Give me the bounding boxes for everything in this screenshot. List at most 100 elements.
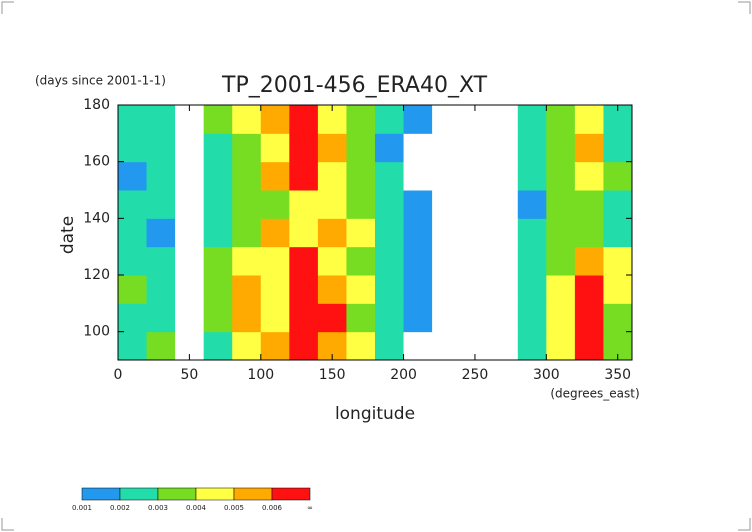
heat-cell: [603, 303, 633, 333]
heat-cell: [203, 105, 233, 134]
heat-cell: [118, 190, 148, 219]
colorbar-label: 0.005: [224, 504, 244, 512]
heat-cell: [546, 331, 576, 361]
heat-cell: [260, 190, 290, 219]
heat-cell: [232, 218, 262, 248]
heat-cell: [260, 218, 290, 248]
heat-cell: [289, 303, 319, 333]
heat-cell: [403, 303, 433, 333]
heat-cell: [260, 275, 290, 304]
heat-cell: [432, 133, 462, 163]
heat-cell: [317, 161, 347, 191]
heat-cell: [175, 303, 205, 333]
heat-cell: [203, 275, 233, 304]
plot-frame: [117, 104, 633, 361]
heat-cell: [546, 275, 576, 304]
heat-cell: [346, 105, 376, 134]
heat-cell: [232, 331, 262, 361]
heat-cell: [460, 133, 490, 163]
heat-cell: [118, 331, 148, 361]
colorbar-swatch: [119, 487, 159, 501]
colorbar-swatch: [233, 487, 273, 501]
heat-cell: [546, 303, 576, 333]
chart-title: TP_2001-456_ERA40_XT: [221, 73, 488, 98]
colorbar-label: 0.001: [72, 504, 92, 512]
heat-cell: [603, 246, 633, 276]
heat-cell: [432, 246, 462, 276]
heat-cell: [118, 303, 148, 333]
heat-cell: [260, 331, 290, 361]
chart-subtitle: (days since 2001-1-1): [35, 74, 166, 88]
heat-cell: [460, 246, 490, 276]
heat-cell: [375, 303, 405, 333]
colorbar-label: 0.003: [148, 504, 168, 512]
heat-cell: [403, 190, 433, 219]
heat-cell: [460, 190, 490, 219]
heat-cell: [403, 105, 433, 134]
heat-cell: [289, 218, 319, 248]
heat-cell: [403, 246, 433, 276]
heat-cell: [574, 218, 604, 248]
heat-cell: [317, 246, 347, 276]
heat-cell: [260, 133, 290, 163]
heat-cell: [517, 246, 547, 276]
heat-cell: [603, 275, 633, 304]
x-axis-label: longitude: [335, 404, 415, 424]
heat-cell: [489, 190, 519, 219]
x-tick-label: 300: [533, 367, 560, 383]
heat-cell: [175, 218, 205, 248]
heat-cell: [317, 275, 347, 304]
heat-cell: [403, 275, 433, 304]
heat-cell: [546, 246, 576, 276]
colorbar-label: 0.002: [110, 504, 130, 512]
heat-cell: [203, 331, 233, 361]
heat-cell: [489, 331, 519, 361]
heat-cell: [403, 218, 433, 248]
heat-cell: [574, 246, 604, 276]
heat-cell: [546, 218, 576, 248]
heat-cell: [603, 190, 633, 219]
heat-cell: [517, 218, 547, 248]
heat-cell: [203, 161, 233, 191]
heat-cell: [460, 218, 490, 248]
heat-cell: [432, 331, 462, 361]
heat-cell: [375, 275, 405, 304]
heat-cell: [574, 161, 604, 191]
heat-cell: [232, 303, 262, 333]
heat-cell: [289, 246, 319, 276]
heat-cell: [317, 218, 347, 248]
heat-cell: [346, 190, 376, 219]
heat-cell: [489, 161, 519, 191]
y-tick-label: 160: [83, 154, 110, 170]
heat-cell: [603, 133, 633, 163]
heat-cell: [489, 133, 519, 163]
heat-cell: [260, 303, 290, 333]
heat-cell: [546, 105, 576, 134]
colorbar-label: ∞: [307, 504, 313, 512]
heat-cell: [517, 133, 547, 163]
heat-cell: [603, 161, 633, 191]
heat-cell: [574, 331, 604, 361]
heat-cell: [203, 218, 233, 248]
heat-cell: [289, 190, 319, 219]
heat-cell: [203, 303, 233, 333]
y-tick-label: 120: [83, 267, 110, 283]
heat-cell: [175, 246, 205, 276]
heat-cell: [260, 105, 290, 134]
heat-cell: [260, 246, 290, 276]
heat-cell: [403, 133, 433, 163]
heat-cell: [517, 161, 547, 191]
heat-cell: [375, 246, 405, 276]
heat-cell: [375, 133, 405, 163]
heat-cell: [432, 303, 462, 333]
heat-cell: [289, 331, 319, 361]
colorbar-label: 0.004: [186, 504, 207, 512]
heat-cell: [375, 161, 405, 191]
heat-cell: [574, 105, 604, 134]
heat-cell: [175, 190, 205, 219]
colorbar-swatch: [195, 487, 235, 501]
heat-cell: [289, 105, 319, 134]
heat-cell: [574, 303, 604, 333]
heat-cell: [489, 218, 519, 248]
